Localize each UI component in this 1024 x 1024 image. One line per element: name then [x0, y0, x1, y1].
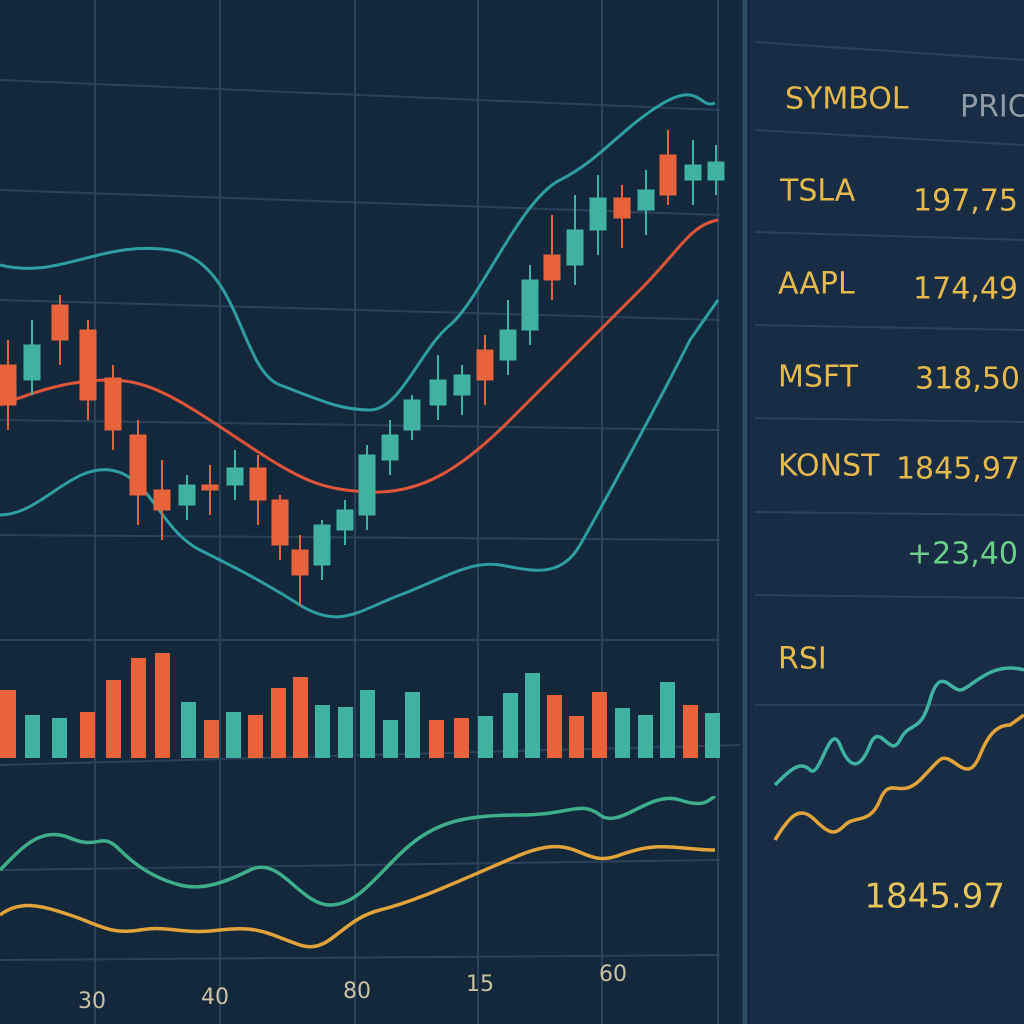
indicator-title: RSI: [778, 642, 827, 677]
x-axis-label: 60: [599, 962, 627, 987]
x-axis: 30 40 80 15 60: [78, 962, 627, 1014]
x-axis-label: 15: [466, 972, 494, 997]
indicator-value: 1845.97: [864, 877, 1005, 917]
symbol: MSFT: [778, 360, 859, 395]
price-change: +23,40: [907, 537, 1018, 572]
column-header: SYMBOL: [785, 82, 909, 117]
symbol: KONST: [778, 449, 880, 484]
x-axis-label: 40: [201, 985, 229, 1010]
watchlist: SYMBOL PRIC TSLA 197,75 AAPL 174,49 MSFT…: [754, 41, 1024, 706]
x-axis-label: 80: [343, 979, 371, 1004]
rsi-panel: RSI 1845.97: [773, 642, 1024, 917]
column-header: PRIC: [960, 90, 1024, 125]
symbol: TSLA: [779, 174, 856, 209]
price: 174,49: [913, 272, 1018, 307]
symbol: AAPL: [778, 267, 855, 302]
price: 318,50: [915, 362, 1020, 397]
volume-bars: [0, 653, 720, 758]
price: 1845,97: [896, 452, 1020, 487]
oscillator-lines: [0, 795, 716, 949]
candlesticks: [0, 130, 725, 605]
x-axis-label: 30: [78, 989, 106, 1014]
rsi-line: [773, 666, 1024, 787]
rsi-signal-line: [773, 713, 1024, 841]
price: 197,75: [913, 184, 1018, 219]
